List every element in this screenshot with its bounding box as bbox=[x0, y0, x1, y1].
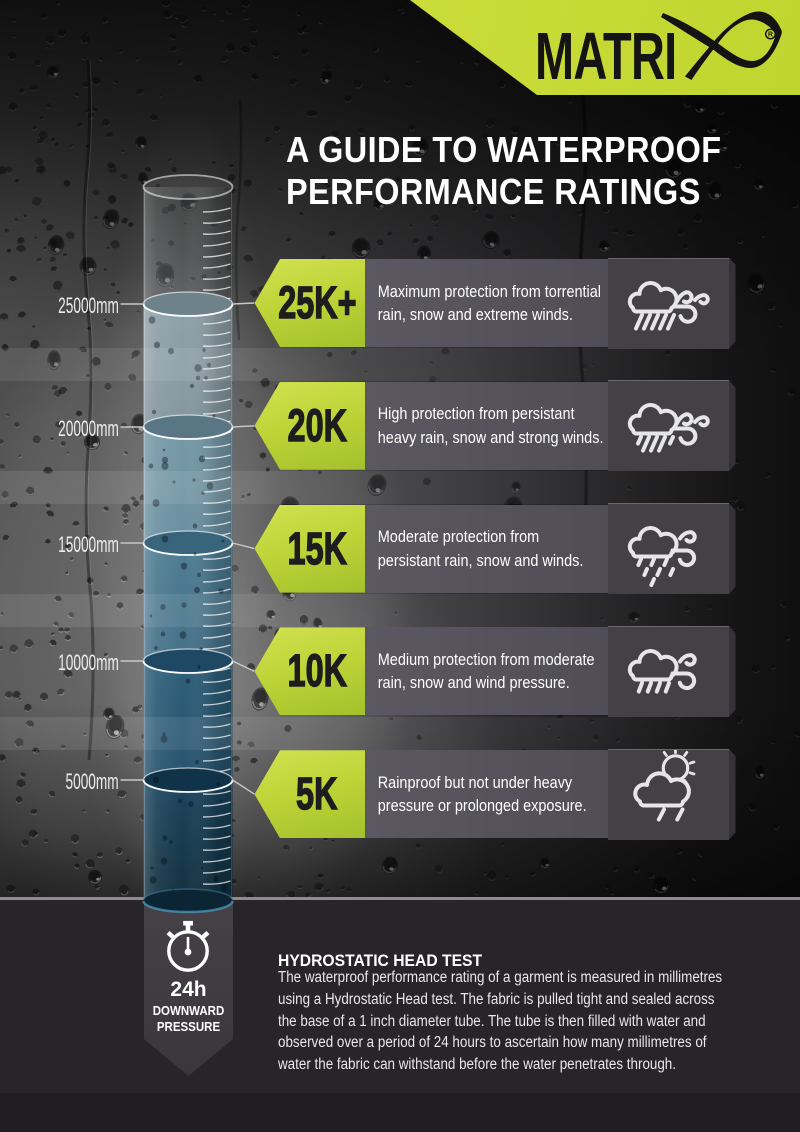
svg-text:R: R bbox=[768, 32, 773, 39]
